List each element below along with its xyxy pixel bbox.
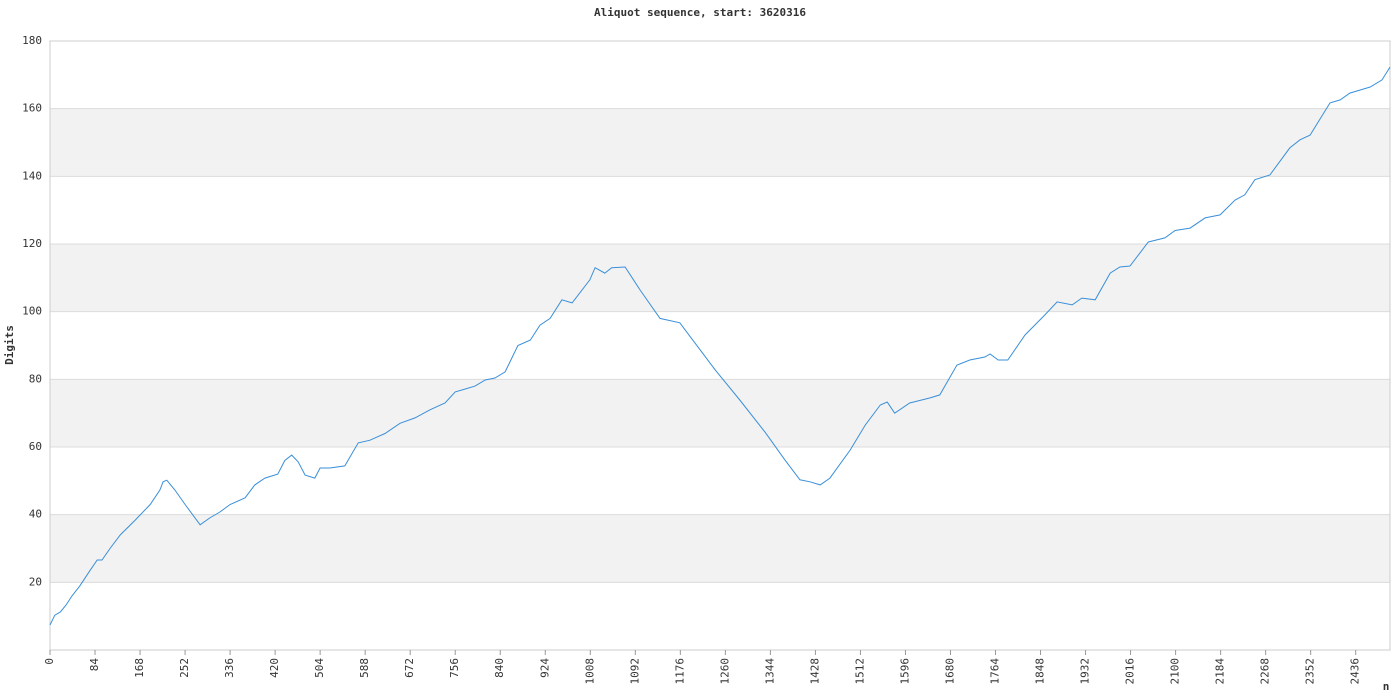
x-tick-label: 168 <box>133 658 146 678</box>
grid-band <box>50 514 1390 583</box>
y-tick-label: 120 <box>22 237 42 250</box>
x-tick-label: 2436 <box>1349 658 1362 685</box>
grid-band <box>50 379 1390 447</box>
x-tick-label: 1848 <box>1034 658 1047 685</box>
x-tick-label: 420 <box>268 658 281 678</box>
x-tick-label: 672 <box>403 658 416 678</box>
x-tick-label: 2016 <box>1124 658 1137 685</box>
y-tick-label: 60 <box>29 440 42 453</box>
x-axis-label: n <box>1383 680 1390 693</box>
x-tick-label: 1260 <box>718 658 731 685</box>
x-tick-label: 840 <box>493 658 506 678</box>
x-tick-label: 336 <box>223 658 236 678</box>
grid-band <box>50 108 1390 177</box>
y-tick-label: 160 <box>22 102 42 115</box>
y-tick-label: 40 <box>29 508 42 521</box>
y-tick-label: 80 <box>29 372 42 385</box>
x-tick-label: 2100 <box>1169 658 1182 685</box>
grid-band <box>50 244 1390 312</box>
x-tick-label: 84 <box>88 658 101 672</box>
x-tick-label: 0 <box>43 658 56 665</box>
x-tick-label: 588 <box>358 658 371 678</box>
y-tick-label: 140 <box>22 169 42 182</box>
chart-title: Aliquot sequence, start: 3620316 <box>594 6 806 19</box>
y-tick-label: 100 <box>22 305 42 318</box>
x-tick-label: 1512 <box>853 658 866 685</box>
x-tick-label: 2268 <box>1259 658 1272 685</box>
x-tick-label: 1680 <box>943 658 956 685</box>
y-axis-label: Digits <box>3 325 16 365</box>
x-tick-label: 1428 <box>808 658 821 685</box>
x-tick-label: 1092 <box>628 658 641 685</box>
x-tick-label: 1176 <box>673 658 686 685</box>
x-tick-label: 252 <box>178 658 191 678</box>
y-tick-label: 180 <box>22 34 42 47</box>
x-tick-label: 1596 <box>898 658 911 685</box>
line <box>49 66 1391 626</box>
x-tick-label: 924 <box>538 658 551 678</box>
y-tick-label: 20 <box>29 575 42 588</box>
x-tick-label: 2352 <box>1304 658 1317 685</box>
x-tick-label: 1344 <box>763 658 776 685</box>
x-tick-label: 1008 <box>583 658 596 685</box>
x-tick-label: 1764 <box>989 658 1002 685</box>
x-tick-label: 2184 <box>1214 658 1227 685</box>
x-tick-label: 756 <box>448 658 461 678</box>
x-tick-label: 504 <box>313 658 326 678</box>
x-tick-label: 1932 <box>1079 658 1092 685</box>
plot-frame <box>49 40 1391 651</box>
